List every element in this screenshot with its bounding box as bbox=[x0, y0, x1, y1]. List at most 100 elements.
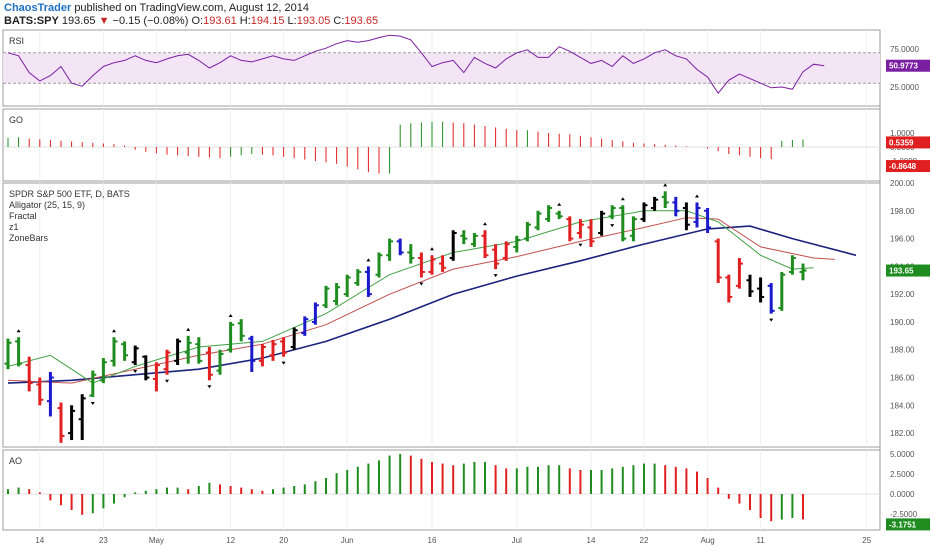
ao-axis-tick: 0.0000 bbox=[890, 490, 915, 499]
price-bar bbox=[174, 338, 182, 366]
ao-value-tag: -3.1751 bbox=[886, 518, 930, 531]
ao-pane-frame bbox=[2, 449, 881, 531]
price-bar bbox=[502, 241, 510, 261]
price-bar bbox=[545, 205, 553, 222]
time-axis-tick: Jun bbox=[341, 536, 354, 545]
price-bar bbox=[290, 327, 298, 350]
price-bar bbox=[417, 252, 425, 278]
price-bar bbox=[301, 316, 309, 336]
time-axis-tick: 14 bbox=[35, 536, 44, 545]
price-bar bbox=[269, 340, 277, 361]
open-label: O: bbox=[191, 15, 204, 27]
fractal-up-marker bbox=[366, 258, 371, 262]
price-bar bbox=[492, 244, 500, 270]
price-bar bbox=[640, 202, 648, 222]
price-bar bbox=[576, 219, 584, 239]
price-bar bbox=[799, 263, 807, 281]
price-bar bbox=[767, 283, 775, 314]
price-bar bbox=[205, 346, 213, 381]
fractal-up-marker bbox=[112, 329, 116, 333]
fractal-down-marker bbox=[493, 274, 498, 278]
price-pane-label: z1 bbox=[9, 222, 19, 232]
price-axis-tick: 198.00 bbox=[890, 207, 915, 216]
price-bar bbox=[4, 338, 12, 370]
price-bar bbox=[195, 337, 203, 364]
price-bar bbox=[364, 266, 372, 297]
price-bar bbox=[523, 221, 531, 242]
price-axis-tick: 186.00 bbox=[890, 374, 915, 383]
go-pane-frame bbox=[2, 108, 881, 182]
price-bar bbox=[36, 377, 44, 406]
chart-header: ChaosTrader published on TradingView.com… bbox=[4, 2, 378, 28]
rsi-value-tag-text: 50.9773 bbox=[889, 62, 918, 71]
price-bar bbox=[407, 244, 415, 264]
price-axis-tick: 196.00 bbox=[890, 235, 915, 244]
price-bar bbox=[78, 394, 86, 441]
price-axis-tick: 192.00 bbox=[890, 290, 915, 299]
last-price: 193.65 bbox=[61, 15, 96, 27]
rsi-line bbox=[7, 34, 825, 94]
price-bar bbox=[396, 238, 404, 256]
fractal-down-marker bbox=[90, 401, 95, 405]
time-axis-tick: Jul bbox=[512, 536, 522, 545]
published-text: published on TradingView.com, August 12,… bbox=[74, 2, 309, 14]
close-label: C: bbox=[333, 15, 345, 27]
time-axis-tick: 23 bbox=[99, 536, 108, 545]
price-bar bbox=[99, 358, 107, 384]
price-bar bbox=[746, 274, 754, 297]
price-bar bbox=[428, 255, 436, 275]
price-bar bbox=[725, 274, 733, 303]
author-link[interactable]: ChaosTrader bbox=[4, 2, 72, 14]
close-value: 193.65 bbox=[344, 15, 379, 27]
price-bar bbox=[788, 255, 796, 275]
price-bar bbox=[481, 230, 489, 259]
fractal-up-marker bbox=[483, 222, 487, 226]
price-bar bbox=[714, 238, 722, 284]
ao-axis-tick: 2.5000 bbox=[890, 470, 915, 479]
price-bar bbox=[110, 337, 118, 367]
price-bar bbox=[131, 345, 139, 366]
price-bar bbox=[513, 235, 521, 253]
price-bar bbox=[280, 337, 288, 357]
price-bar bbox=[343, 274, 351, 297]
down-arrow-icon: ▼ bbox=[98, 15, 110, 27]
rsi-value-tag: 50.9773 bbox=[886, 59, 930, 72]
high-value: 194.15 bbox=[250, 15, 285, 27]
price-bar bbox=[216, 349, 224, 375]
price-bar bbox=[68, 405, 76, 441]
symbol-label: BATS:SPY bbox=[4, 15, 59, 27]
fractal-down-marker bbox=[133, 370, 138, 374]
price-bar bbox=[142, 355, 150, 381]
price-bar bbox=[651, 196, 659, 211]
rsi-band bbox=[3, 52, 880, 84]
price-bar bbox=[354, 269, 362, 286]
go-negative-tag-bg bbox=[886, 160, 930, 173]
go-negative-tag-text: -0.8648 bbox=[889, 162, 917, 171]
fractal-up-marker bbox=[186, 327, 191, 331]
ao-axis-tick: 5.0000 bbox=[890, 450, 915, 459]
price-bar bbox=[460, 230, 468, 245]
open-value: 193.61 bbox=[203, 15, 237, 27]
price-bar bbox=[619, 205, 627, 242]
price-axis: 75.000025.00001.00000.0000-1.0000200.001… bbox=[886, 45, 930, 531]
price-bar bbox=[184, 335, 192, 364]
price-bar bbox=[661, 191, 669, 209]
rsi-axis-tick: 25.0000 bbox=[890, 83, 919, 92]
go-pane-label: GO bbox=[9, 115, 23, 125]
fractal-up-marker bbox=[557, 202, 562, 206]
fractal-down-marker bbox=[769, 318, 774, 322]
price-bar bbox=[15, 337, 23, 367]
go-positive-tag: 0.5359 bbox=[886, 136, 930, 149]
time-axis: 14 23 May 12 20 Jun 16 Jul 14 22 Aug 11 25 bbox=[35, 536, 871, 545]
price-bar bbox=[25, 356, 33, 392]
rsi-value-tag-bg bbox=[886, 59, 930, 72]
price-pane-label: ZoneBars bbox=[9, 233, 49, 243]
price-bar bbox=[386, 238, 394, 261]
price-bar bbox=[57, 402, 65, 443]
time-axis-tick: 25 bbox=[862, 536, 871, 545]
rsi-pane-label: RSI bbox=[9, 36, 24, 46]
price-bar bbox=[672, 196, 680, 217]
price-bar bbox=[555, 210, 563, 220]
price-axis-tick: 190.00 bbox=[890, 318, 915, 327]
